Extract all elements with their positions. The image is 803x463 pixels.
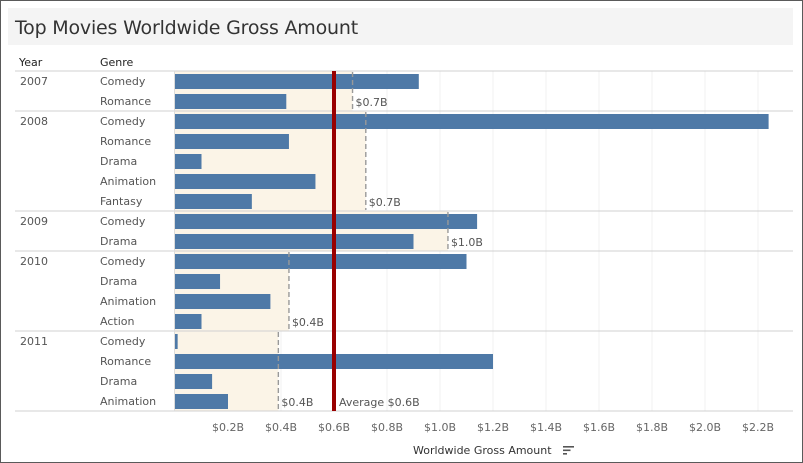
gross-bar[interactable] bbox=[175, 294, 271, 309]
genre-label: Comedy bbox=[100, 115, 146, 128]
genre-label: Comedy bbox=[100, 215, 146, 228]
year-label: 2007 bbox=[20, 75, 48, 88]
x-tick-label: $2.0B bbox=[689, 421, 721, 434]
group-average-label: $1.0B bbox=[451, 236, 483, 249]
genre-label: Romance bbox=[100, 135, 151, 148]
genre-label: Comedy bbox=[100, 75, 146, 88]
gross-bar[interactable] bbox=[175, 374, 213, 389]
gross-bar[interactable] bbox=[175, 334, 178, 349]
gross-bar[interactable] bbox=[175, 134, 289, 149]
genre-label: Drama bbox=[100, 275, 137, 288]
x-axis-title: Worldwide Gross Amount bbox=[413, 444, 552, 457]
group-average-label: $0.4B bbox=[292, 316, 324, 329]
gross-bar[interactable] bbox=[175, 214, 478, 229]
genre-label: Drama bbox=[100, 155, 137, 168]
gross-bar[interactable] bbox=[175, 174, 316, 189]
gross-bar[interactable] bbox=[175, 254, 467, 269]
genre-label: Action bbox=[100, 315, 134, 328]
genre-label: Drama bbox=[100, 375, 137, 388]
year-label: 2009 bbox=[20, 215, 48, 228]
title-bar: Top Movies Worldwide Gross Amount bbox=[8, 8, 793, 45]
genre-label: Comedy bbox=[100, 335, 146, 348]
genre-label: Comedy bbox=[100, 255, 146, 268]
genre-column-header[interactable]: Genre bbox=[100, 56, 134, 69]
x-tick-label: $1.2B bbox=[477, 421, 509, 434]
gross-bar[interactable] bbox=[175, 194, 252, 209]
genre-label: Animation bbox=[100, 295, 156, 308]
overall-average-label: Average $0.6B bbox=[339, 396, 420, 409]
year-label: 2010 bbox=[20, 255, 48, 268]
x-tick-label: $0.4B bbox=[265, 421, 297, 434]
x-tick-label: $1.0B bbox=[424, 421, 456, 434]
x-tick-label: $1.8B bbox=[636, 421, 668, 434]
x-tick-label: $2.2B bbox=[742, 421, 774, 434]
gross-bar[interactable] bbox=[175, 314, 202, 329]
sort-icon[interactable] bbox=[563, 446, 574, 455]
gross-bar[interactable] bbox=[175, 94, 287, 109]
gross-bar[interactable] bbox=[175, 74, 419, 89]
x-tick-label: $1.4B bbox=[530, 421, 562, 434]
gross-bar[interactable] bbox=[175, 274, 221, 289]
x-tick-label: $0.8B bbox=[371, 421, 403, 434]
genre-label: Drama bbox=[100, 235, 137, 248]
chart-title: Top Movies Worldwide Gross Amount bbox=[15, 17, 358, 39]
group-average-label: $0.4B bbox=[281, 396, 313, 409]
gross-bar[interactable] bbox=[175, 154, 202, 169]
gross-bar[interactable] bbox=[175, 394, 228, 409]
group-average-label: $0.7B bbox=[369, 196, 401, 209]
group-average-label: $0.7B bbox=[356, 96, 388, 109]
x-tick-label: $0.2B bbox=[212, 421, 244, 434]
year-column-header[interactable]: Year bbox=[19, 56, 43, 69]
bar-chart: 2007 Comedy Romance 2008 Comedy Romance Drama A… bbox=[15, 70, 793, 434]
x-tick-label: $1.6B bbox=[583, 421, 615, 434]
gross-bar[interactable] bbox=[175, 234, 414, 249]
genre-label: Animation bbox=[100, 175, 156, 188]
genre-label: Animation bbox=[100, 395, 156, 408]
genre-label: Romance bbox=[100, 355, 151, 368]
year-label: 2011 bbox=[20, 335, 48, 348]
year-label: 2008 bbox=[20, 115, 48, 128]
gross-bar[interactable] bbox=[175, 114, 769, 129]
genre-label: Fantasy bbox=[100, 195, 143, 208]
genre-label: Romance bbox=[100, 95, 151, 108]
x-tick-label: $0.6B bbox=[318, 421, 350, 434]
